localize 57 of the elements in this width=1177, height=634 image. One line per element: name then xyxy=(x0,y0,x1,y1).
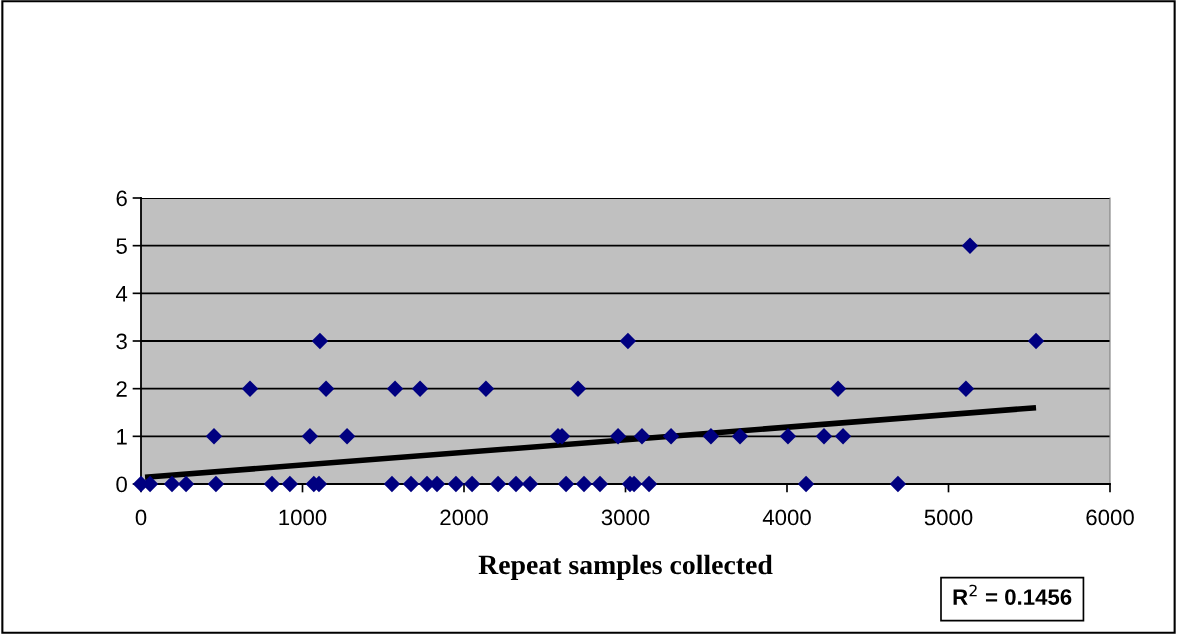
point xyxy=(338,428,356,445)
point xyxy=(702,428,720,445)
x-tick-label: 1000 xyxy=(279,509,327,526)
point xyxy=(386,380,404,397)
y-tick-label: 3 xyxy=(116,333,127,350)
point xyxy=(633,428,651,445)
point xyxy=(829,380,847,397)
point xyxy=(207,475,225,493)
point xyxy=(575,475,593,493)
point xyxy=(205,428,223,445)
point xyxy=(731,428,749,445)
point xyxy=(317,380,335,397)
point xyxy=(609,428,627,445)
point xyxy=(507,475,525,493)
point xyxy=(569,380,587,397)
x-tick-label: 3000 xyxy=(601,509,650,526)
point xyxy=(957,380,975,397)
point xyxy=(263,475,281,493)
y-tick-label: 4 xyxy=(115,286,128,302)
point xyxy=(301,428,319,445)
point xyxy=(477,380,495,397)
point xyxy=(834,428,852,445)
point xyxy=(889,475,907,493)
point xyxy=(489,475,507,493)
point xyxy=(463,475,481,493)
y-tick-label: 2 xyxy=(116,381,127,397)
point xyxy=(1027,332,1045,350)
point xyxy=(779,428,797,445)
point xyxy=(411,380,429,397)
point xyxy=(619,332,637,350)
x-tick-label: 0 xyxy=(135,509,147,526)
x-axis-title: Repeat samples collected xyxy=(478,554,773,580)
text: R$^{2}$ = 0.1456 xyxy=(953,584,1072,605)
point xyxy=(815,428,833,445)
y-tick-label: 5 xyxy=(116,238,127,254)
y-tick-label: 6 xyxy=(116,190,127,207)
point xyxy=(797,475,815,493)
x-tick-label: 2000 xyxy=(440,509,488,526)
point xyxy=(447,475,465,493)
point xyxy=(591,475,609,493)
point xyxy=(177,475,195,493)
point xyxy=(402,475,420,493)
point xyxy=(557,475,575,493)
point xyxy=(662,428,680,445)
x-tick-label: 5000 xyxy=(924,509,973,526)
point xyxy=(640,475,658,493)
y-tick-label: 0 xyxy=(116,476,127,493)
point xyxy=(521,475,539,493)
y-tick-label: 1 xyxy=(117,429,127,445)
point xyxy=(163,475,181,493)
x-tick-label: 4000 xyxy=(762,509,811,526)
point xyxy=(281,475,299,493)
point xyxy=(241,380,259,397)
point xyxy=(311,332,329,350)
point xyxy=(383,475,401,493)
point xyxy=(961,237,979,254)
x-tick-label: 6000 xyxy=(1086,509,1134,526)
